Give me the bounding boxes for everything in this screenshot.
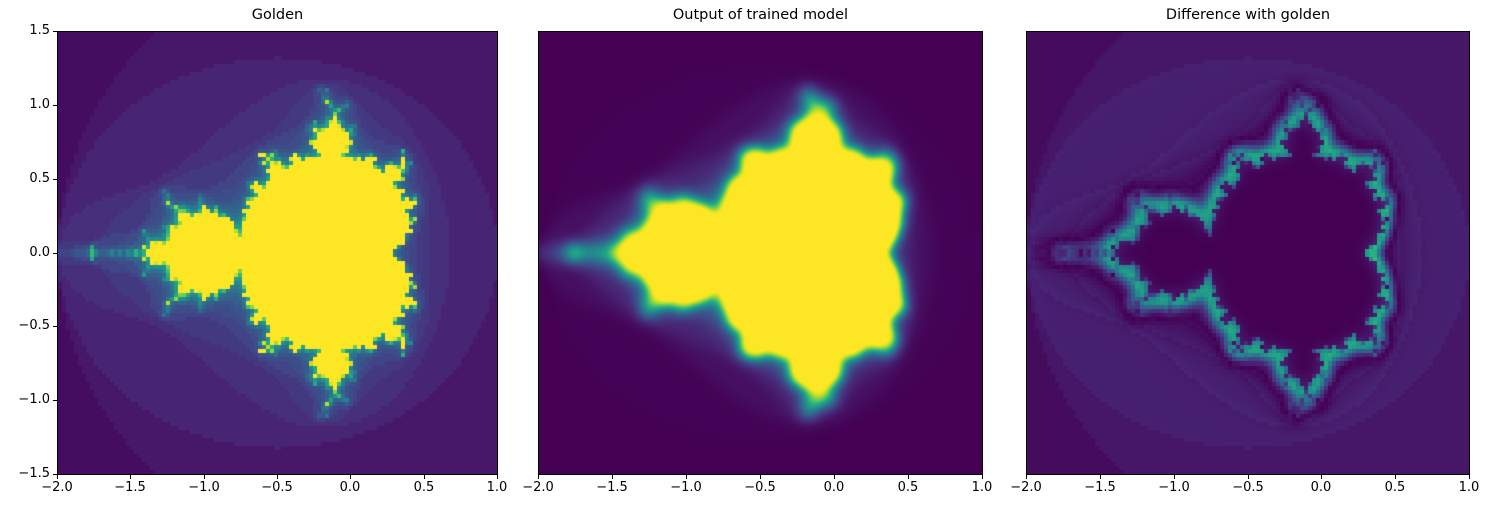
x-tick-mark [277,475,278,479]
x-tick-label: −2.0 [522,480,554,495]
y-tick-label: −1.5 [18,466,50,481]
x-tick-label: 0.0 [823,480,845,495]
subplot-title-difference: Difference with golden [1165,7,1331,23]
heatmap-canvas-golden [58,32,497,474]
subplot-golden: Golden −2.0 −1.5 −1.0 −0.5 0.0 0.5 1.0 1.5 1.0 0.… [18,0,507,509]
x-tick-mark [686,475,687,479]
y-tick-label: 0.0 [29,245,50,260]
subplot-title-golden: Golden [251,7,304,23]
x-tick-mark [130,475,131,479]
x-tick-label: 0.0 [339,480,361,495]
subplot-difference: Difference with golden −2.0 −1.5 −1.0 −0.5 0… [1010,0,1479,509]
x-tick-label: −2.0 [1010,480,1042,495]
x-tick-mark [1100,475,1101,479]
x-tick-mark [538,475,539,479]
plot-area-difference [1026,31,1470,475]
x-tick-label: 0.5 [897,480,919,495]
x-tick-label: 1.0 [486,480,508,495]
x-tick-label: 0.0 [1310,480,1332,495]
y-tick-label: 0.5 [29,171,50,186]
x-tick-mark [834,475,835,479]
x-tick-mark [612,475,613,479]
x-tick-mark [1248,475,1249,479]
x-tick-mark [57,475,58,479]
x-tick-label: −1.5 [596,480,628,495]
x-tick-mark [1395,475,1396,479]
x-tick-mark [1469,475,1470,479]
x-tick-label: −1.0 [1158,480,1190,495]
y-tick-label: −1.0 [18,392,50,407]
x-tick-label: 1.0 [971,480,993,495]
x-tick-mark [1321,475,1322,479]
x-tick-mark [982,475,983,479]
x-tick-mark [350,475,351,479]
x-tick-label: −2.0 [41,480,73,495]
x-tick-mark [497,475,498,479]
x-tick-label: −1.0 [670,480,702,495]
y-tick-label: 1.5 [29,23,50,38]
plot-area-golden [57,31,498,475]
heatmap-canvas-model [539,32,982,474]
x-tick-mark [908,475,909,479]
x-tick-label: 0.5 [1384,480,1406,495]
subplot-title-model: Output of trained model [672,7,849,23]
x-tick-mark [424,475,425,479]
x-tick-label: −0.5 [1232,480,1264,495]
x-tick-mark [1026,475,1027,479]
x-tick-label: −1.0 [188,480,220,495]
heatmap-canvas-difference [1027,32,1469,474]
x-tick-label: −0.5 [261,480,293,495]
x-tick-label: 0.5 [413,480,435,495]
x-tick-label: −1.5 [1084,480,1116,495]
x-tick-mark [760,475,761,479]
y-tick-label: 1.0 [29,97,50,112]
y-tick-label: −0.5 [18,318,50,333]
x-tick-label: −0.5 [744,480,776,495]
x-tick-label: −1.5 [114,480,146,495]
x-tick-mark [204,475,205,479]
x-tick-label: 1.0 [1458,480,1480,495]
plot-area-model [538,31,983,475]
subplot-model: Output of trained model −2.0 −1.5 −1.0 −0.5… [522,0,992,509]
x-tick-mark [1174,475,1175,479]
